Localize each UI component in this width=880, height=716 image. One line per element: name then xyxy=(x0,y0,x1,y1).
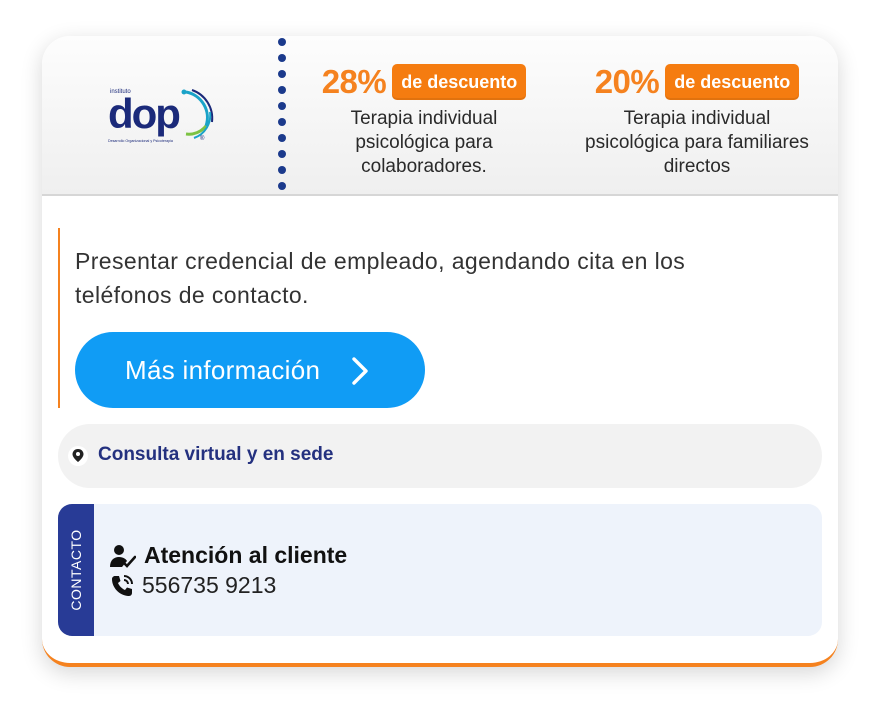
condition-block: Presentar credencial de empleado, agenda… xyxy=(58,228,798,408)
svg-text:Desarrollo Organizacional y Ps: Desarrollo Organizacional y Psicoterapia xyxy=(108,139,173,143)
contact-title-row: Atención al cliente xyxy=(110,542,347,569)
benefit-card: instituto dop ® Desarrollo Organizaciona… xyxy=(42,36,838,667)
discount-badge: de descuento xyxy=(665,64,800,100)
logo: instituto dop ® Desarrollo Organizaciona… xyxy=(42,36,278,194)
discount-badge: de descuento xyxy=(392,64,527,100)
more-info-button[interactable]: Más información xyxy=(75,332,425,408)
contact-block: CONTACTO Atención al cliente 556735 9213 xyxy=(58,504,822,636)
card-header: instituto dop ® Desarrollo Organizaciona… xyxy=(42,36,838,196)
svg-text:®: ® xyxy=(200,135,205,142)
condition-text: Presentar credencial de empleado, agenda… xyxy=(75,248,686,308)
contact-tab: CONTACTO xyxy=(58,504,94,636)
phone-icon xyxy=(112,574,133,596)
more-info-label: Más información xyxy=(125,354,321,385)
promo-description: Terapia individual psicológica para cola… xyxy=(350,108,498,177)
contact-title: Atención al cliente xyxy=(144,542,348,568)
contact-phone-row[interactable]: 556735 9213 xyxy=(110,572,276,599)
chevron-right-icon xyxy=(352,357,368,385)
contact-phone[interactable]: 556735 9213 xyxy=(142,572,277,598)
dop-logo-icon: instituto dop ® Desarrollo Organizaciona… xyxy=(108,89,214,143)
location-pill: Consulta virtual y en sede xyxy=(58,424,822,488)
promo-description: Terapia individual psicológica para fami… xyxy=(585,108,809,177)
location-text: Consulta virtual y en sede xyxy=(98,444,334,465)
svg-text:instituto: instituto xyxy=(110,89,131,95)
dotted-divider xyxy=(278,38,286,194)
discount-percent: 28% xyxy=(321,63,387,100)
map-pin-icon xyxy=(68,446,88,466)
discount-percent: 20% xyxy=(594,63,660,100)
promo-collaborators: 28% de descuento Terapia individual psic… xyxy=(304,62,544,179)
contact-tab-label: CONTACTO xyxy=(68,529,84,611)
promo-relatives: 20% de descuento Terapia individual psic… xyxy=(577,62,817,179)
svg-text:dop: dop xyxy=(108,90,179,137)
user-check-icon xyxy=(110,544,136,568)
